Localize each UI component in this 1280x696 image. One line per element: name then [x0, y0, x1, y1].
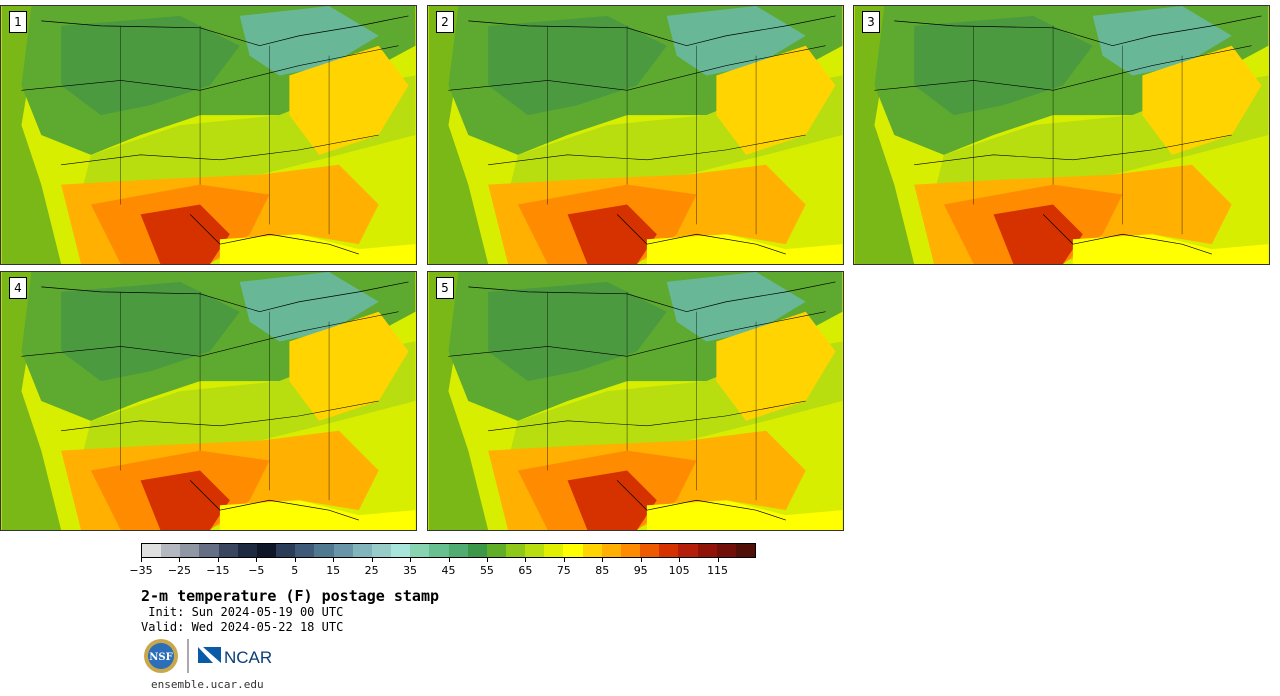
nsf-text: NSF [149, 652, 172, 663]
temperature-map [428, 6, 843, 264]
sponsor-logos: NSF NCAR [144, 639, 272, 673]
colorbar-swatch [371, 544, 392, 557]
panel-number: 2 [436, 11, 454, 33]
colorbar-tick-label: 35 [403, 564, 418, 577]
colorbar-swatch [640, 544, 660, 557]
colorbar-tick [333, 558, 335, 562]
panel-number: 1 [9, 11, 27, 33]
init-time: Init: Sun 2024-05-19 00 UTC [141, 605, 344, 619]
colorbar-tick-label: 15 [326, 564, 341, 577]
colorbar-tick [217, 558, 219, 562]
colorbar-tick [717, 558, 719, 562]
colorbar-tick [525, 558, 527, 562]
colorbar-swatch [697, 544, 717, 557]
colorbar-swatch [716, 544, 736, 557]
colorbar-swatch [199, 544, 219, 557]
colorbar-swatch [410, 544, 430, 557]
colorbar-swatch [314, 544, 334, 557]
temperature-map [1, 6, 416, 264]
colorbar-tick [448, 558, 450, 562]
colorbar-tick-label: 5 [291, 564, 299, 577]
panel-number: 5 [436, 277, 454, 299]
colorbar-tick [179, 558, 181, 562]
colorbar-tick [640, 558, 642, 562]
site-url[interactable]: ensemble.ucar.edu [151, 678, 264, 691]
colorbar-tick-label: 105 [668, 564, 690, 577]
colorbar-tick-label: −5 [248, 564, 265, 577]
colorbar-tick-label: 25 [364, 564, 379, 577]
colorbar-tick [602, 558, 604, 562]
colorbar-swatch [467, 544, 487, 557]
colorbar-tick-labels: −35 −25 −15 −5 5 15 25 35 45 55 65 75 85 95 105 115 [129, 558, 756, 578]
colorbar-tick-label: 115 [707, 564, 729, 577]
colorbar-swatch [161, 544, 181, 557]
colorbar-swatch [276, 544, 296, 557]
map-panel-3[interactable]: 3 [853, 5, 1270, 265]
colorbar-tick [141, 558, 142, 562]
colorbar-tick [410, 558, 412, 562]
colorbar-tick-label: 45 [441, 564, 456, 577]
colorbar-swatch [218, 544, 238, 557]
panel-number: 3 [862, 11, 880, 33]
temperature-map [854, 6, 1269, 264]
colorbar-swatch [352, 544, 372, 557]
map-panel-1[interactable]: 1 [0, 5, 417, 265]
colorbar-swatch [678, 544, 698, 557]
colorbar-tick-label: 85 [595, 564, 610, 577]
colorbar-swatch [448, 544, 468, 557]
colorbar-swatch [429, 544, 449, 557]
colorbar-tick [294, 558, 296, 562]
temperature-map [428, 272, 843, 530]
colorbar-swatch [180, 544, 200, 557]
colorbar-tick-label: −35 [129, 564, 153, 577]
colorbar-swatch [256, 544, 277, 557]
colorbar-swatch [142, 544, 162, 557]
page-title: 2-m temperature (F) postage stamp [141, 587, 440, 605]
colorbar-tick [486, 558, 488, 562]
colorbar-tick-label: 65 [518, 564, 533, 577]
map-panel-2[interactable]: 2 [427, 5, 844, 265]
colorbar-swatch [735, 544, 755, 557]
colorbar-tick-label: 75 [556, 564, 571, 577]
colorbar-swatch [582, 544, 602, 557]
colorbar-swatch [237, 544, 257, 557]
map-panel-5[interactable]: 5 [427, 271, 844, 531]
colorbar-swatch [659, 544, 679, 557]
colorbar-tick [256, 558, 258, 562]
ncar-text: NCAR [224, 648, 272, 667]
colorbar-swatch [563, 544, 583, 557]
colorbar-swatch [525, 544, 545, 557]
panel-number: 4 [9, 277, 27, 299]
colorbar-swatch [333, 544, 353, 557]
colorbar-tick-label: 55 [479, 564, 494, 577]
colorbar-swatch [295, 544, 315, 557]
colorbar-tick-label: 95 [633, 564, 648, 577]
map-panel-4[interactable]: 4 [0, 271, 417, 531]
colorbar-swatch [505, 544, 526, 557]
colorbar-tick [563, 558, 565, 562]
colorbar-swatch [391, 544, 411, 557]
colorbar-tick-label: −25 [167, 564, 192, 577]
valid-time: Valid: Wed 2024-05-22 18 UTC [141, 620, 344, 634]
colorbar-swatch [486, 544, 506, 557]
colorbar-tick [371, 558, 373, 562]
colorbar-tick-label: −15 [206, 564, 230, 577]
colorbar-tick [679, 558, 681, 562]
colorbar-swatch [620, 544, 641, 557]
colorbar-swatch [601, 544, 621, 557]
colorbar-swatch [544, 544, 564, 557]
nsf-logo: NSF [144, 639, 178, 673]
ncar-logo: NCAR [198, 647, 272, 667]
temperature-colorbar [141, 543, 756, 558]
temperature-map [1, 272, 416, 530]
